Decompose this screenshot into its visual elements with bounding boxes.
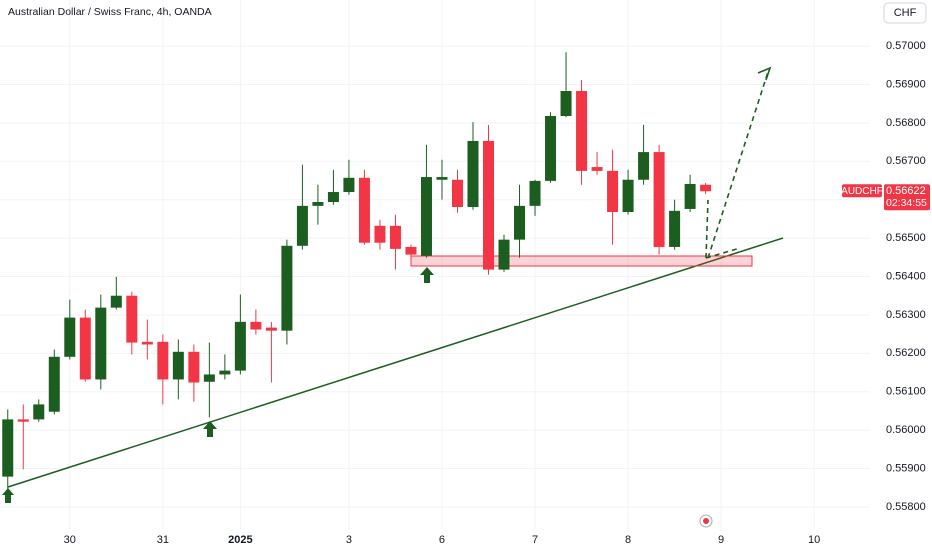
candle-body — [669, 210, 681, 247]
support-zone — [410, 255, 753, 267]
symbol-tag — [842, 184, 882, 198]
price-tag — [884, 184, 930, 211]
candle-body — [172, 351, 184, 380]
candle-body — [48, 356, 60, 412]
candle-body — [79, 317, 91, 380]
candle-body — [374, 225, 386, 243]
candle-body — [33, 404, 45, 420]
candle-body — [700, 184, 712, 192]
candle-body — [250, 321, 262, 330]
candle-body — [110, 295, 122, 308]
candle-body — [451, 179, 463, 208]
candle-body — [265, 327, 277, 331]
candle-body — [529, 180, 541, 206]
candle-body — [653, 152, 665, 247]
y-tick-label: 0.56700 — [886, 155, 926, 167]
countdown: 02:34:55 — [886, 197, 927, 209]
candle-body — [296, 205, 308, 246]
candle-body — [234, 321, 246, 371]
candle-body — [126, 295, 138, 343]
y-tick-label: 0.55800 — [886, 501, 926, 513]
candle-body — [420, 177, 432, 256]
x-tick-label: 2025 — [228, 534, 252, 546]
x-tick-label: 10 — [808, 534, 820, 546]
candle-body — [405, 246, 417, 255]
trend-line — [7, 237, 784, 488]
y-tick-label: 0.56400 — [886, 270, 926, 282]
grid — [0, 0, 870, 530]
y-tick-label: 0.56200 — [886, 347, 926, 359]
candle-body — [281, 245, 293, 331]
y-tick-label: 0.56100 — [886, 386, 926, 398]
x-tick-label: 3 — [346, 534, 352, 546]
candles — [2, 52, 712, 490]
candle-body — [514, 205, 526, 240]
candle-body — [327, 192, 339, 203]
candle-body — [498, 239, 510, 270]
x-tick-label: 7 — [532, 534, 538, 546]
y-tick-label: 0.56800 — [886, 117, 926, 129]
candle-body — [343, 177, 355, 193]
projection — [705, 71, 769, 259]
candle-body — [389, 225, 401, 249]
candle-body — [2, 419, 14, 477]
arrow-up — [2, 488, 14, 503]
last-price: 0.56622 — [886, 185, 926, 197]
candle-body — [64, 317, 76, 357]
candle-body — [467, 140, 479, 208]
x-tick-label: 8 — [625, 534, 631, 546]
candle-body — [622, 179, 634, 212]
candle-body — [684, 183, 696, 209]
y-tick-label: 0.56300 — [886, 309, 926, 321]
chart-title: Australian Dollar / Swiss Franc, 4h, OAN… — [8, 6, 212, 18]
candle-body — [157, 341, 169, 380]
candle-body — [219, 370, 231, 375]
y-tick-label: 0.56900 — [886, 78, 926, 90]
candle-body — [638, 152, 650, 180]
x-tick-label: 31 — [157, 534, 169, 546]
currency-button[interactable] — [883, 2, 927, 24]
symbol-label: AUDCHF — [841, 186, 883, 197]
candle-body — [436, 177, 448, 180]
candle-body — [483, 140, 495, 270]
logo-dot — [703, 518, 709, 524]
candle-body — [607, 170, 619, 212]
candle-body — [95, 307, 107, 380]
candle-body — [591, 167, 603, 171]
x-tick-label: 9 — [718, 534, 724, 546]
candle-body — [141, 341, 153, 345]
candle-body — [358, 177, 370, 243]
candle-body — [576, 91, 588, 171]
candle-body — [17, 419, 29, 422]
x-tick-label: 30 — [64, 534, 76, 546]
x-tick-label: 6 — [439, 534, 445, 546]
candle-body — [312, 202, 324, 206]
arrow-up — [420, 267, 434, 283]
arrow-up — [203, 421, 217, 437]
candle-body — [545, 115, 557, 181]
candle-body — [560, 91, 572, 116]
y-tick-label: 0.56000 — [886, 424, 926, 436]
projection-arrowhead — [757, 66, 772, 81]
y-tick-label: 0.55900 — [886, 462, 926, 474]
y-tick-label: 0.57000 — [886, 40, 926, 52]
candle-body — [203, 374, 215, 382]
candle-body — [188, 351, 200, 383]
currency-label[interactable]: CHF — [894, 7, 917, 19]
y-tick-label: 0.56500 — [886, 232, 926, 244]
